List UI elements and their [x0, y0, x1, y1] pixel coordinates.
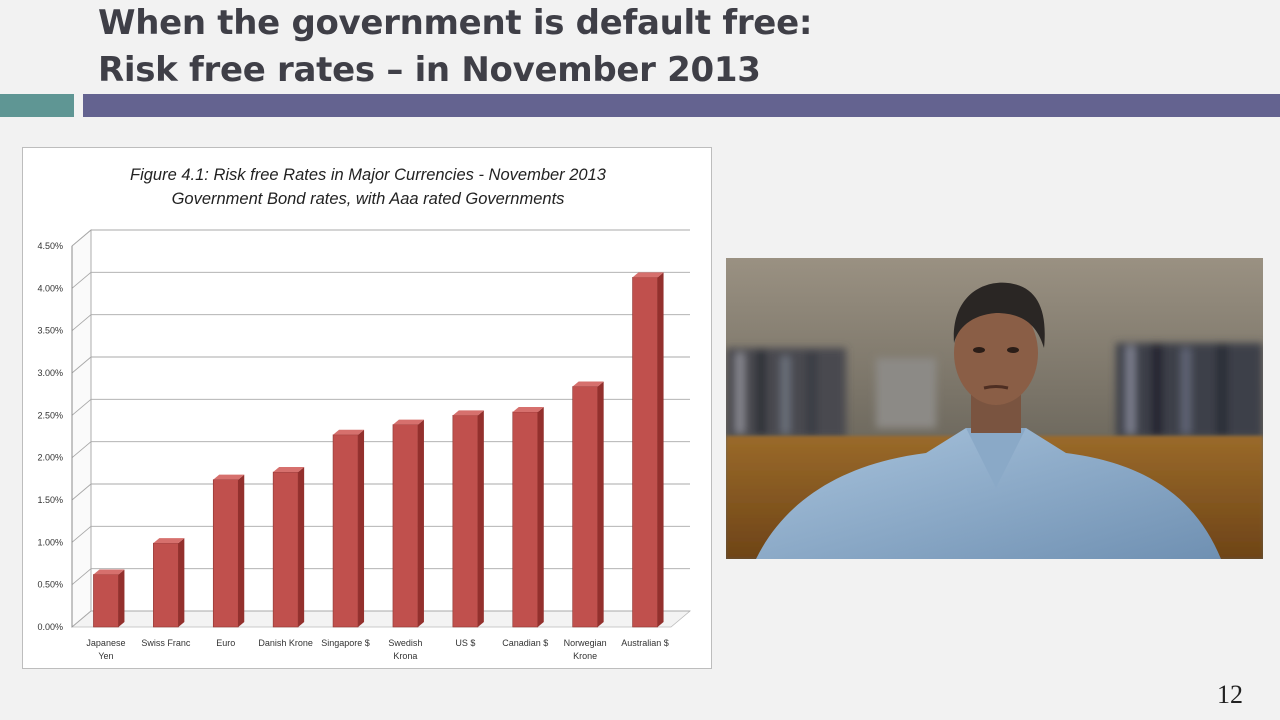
bar-top [452, 410, 484, 416]
bar [572, 386, 598, 628]
bar [153, 542, 179, 628]
y-tick-label: 0.50% [37, 580, 63, 590]
bar-side [417, 419, 424, 627]
bar [212, 479, 239, 628]
gridline [71, 441, 690, 459]
slide-title: When the government is default free: Ris… [98, 0, 812, 94]
bar-side [657, 272, 664, 627]
chart-side-wall [71, 229, 92, 628]
gridline [71, 398, 690, 416]
bar-top [512, 406, 544, 412]
bar-top [213, 474, 245, 480]
bar-top [572, 381, 604, 387]
y-tick-label: 0.00% [37, 622, 63, 632]
bar-top [333, 429, 365, 435]
gridline [71, 568, 690, 586]
y-tick-label: 1.00% [37, 537, 63, 547]
chart-frame: Figure 4.1: Risk free Rates in Major Cur… [22, 147, 712, 669]
bar [93, 574, 119, 628]
slide-title-line1: When the government is default free: [98, 3, 813, 43]
chart-title: Figure 4.1: Risk free Rates in Major Cur… [130, 166, 607, 184]
bar [632, 277, 658, 628]
x-tick-label: Danish Krone [258, 638, 313, 648]
x-tick-label: Australian $ [621, 638, 669, 648]
x-tick-label: Swiss Franc [141, 638, 191, 648]
x-tick-label: Singapore $ [321, 638, 370, 648]
bar-top [632, 272, 664, 278]
y-tick-label: 1.50% [37, 495, 63, 505]
x-tick-label: Canadian $ [502, 638, 548, 648]
bar-side [118, 569, 125, 627]
bar-top [153, 538, 185, 544]
gridline [71, 610, 690, 628]
accent-bar-teal [0, 94, 74, 117]
y-tick-label: 3.00% [37, 368, 63, 378]
gridline [71, 229, 690, 247]
x-tick-label: US $ [455, 638, 475, 648]
y-tick-label: 2.00% [37, 453, 63, 463]
chart-subtitle: Government Bond rates, with Aaa rated Go… [172, 190, 565, 208]
bar [272, 471, 299, 628]
bar-side [597, 381, 604, 627]
presenter-video[interactable] [726, 258, 1263, 559]
y-tick-label: 3.50% [37, 326, 63, 336]
bar-chart: Figure 4.1: Risk free Rates in Major Cur… [37, 166, 692, 661]
bar-top [93, 569, 125, 575]
gridline [71, 483, 690, 501]
gridline [71, 271, 690, 289]
bar-side [537, 406, 544, 627]
bar-top [392, 419, 424, 425]
gridline [71, 356, 690, 374]
x-tick-label: Euro [216, 638, 235, 648]
bar-side [238, 474, 245, 627]
gridline [71, 525, 690, 543]
bar [332, 434, 359, 628]
y-tick-label: 4.00% [37, 283, 63, 293]
x-tick-label: Swedish Krona [388, 638, 422, 661]
bar-side [477, 410, 484, 627]
bar-side [178, 538, 185, 627]
accent-bar-purple [83, 94, 1280, 117]
x-tick-label: Japanese Yen [86, 638, 125, 661]
bar-side [298, 467, 305, 627]
slide-title-line2: Risk free rates – in November 2013 [98, 50, 761, 90]
bar [392, 424, 419, 628]
y-tick-label: 2.50% [37, 410, 63, 420]
y-tick-label: 4.50% [37, 241, 63, 251]
bar [512, 411, 539, 628]
page-number: 12 [1217, 680, 1243, 709]
x-tick-label: Norwegian Krone [564, 638, 607, 661]
bar-side [358, 429, 365, 627]
gridline [71, 314, 690, 332]
bar-top [273, 467, 305, 473]
presenter-video-image [726, 258, 1263, 559]
bar [452, 415, 479, 628]
